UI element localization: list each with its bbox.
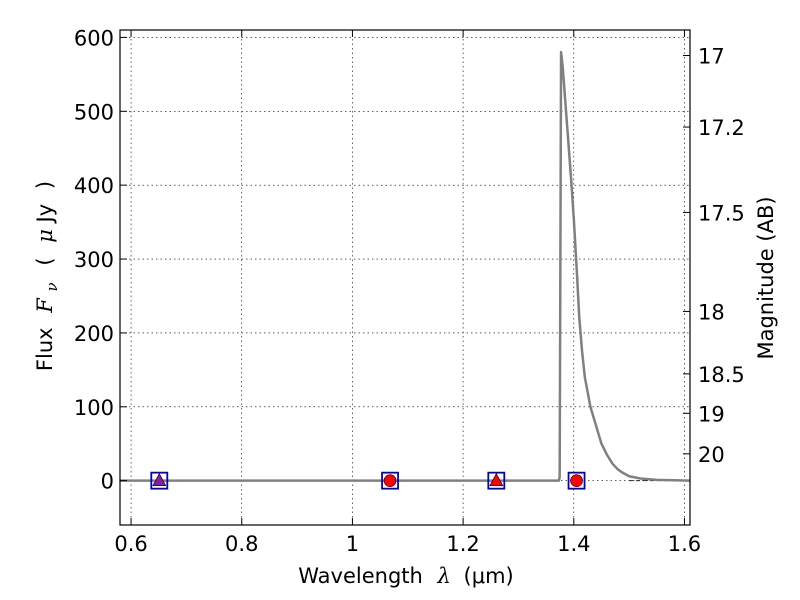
plot-border <box>119 29 691 526</box>
y-axis-label-open: ( <box>33 257 57 265</box>
tick-marks <box>120 30 690 525</box>
y-tick-label: 200 <box>74 322 114 346</box>
y-axis-label-close: ) <box>33 181 57 189</box>
y-tick-label: 100 <box>74 396 114 420</box>
photometry-point-triangle <box>489 473 504 486</box>
y-tick-label: 300 <box>74 248 114 272</box>
x-tick-label: 1.4 <box>557 532 590 556</box>
photometry-point-box <box>487 471 506 490</box>
y-tick-label: 400 <box>74 174 114 198</box>
x-axis-label: Wavelength λ (μm) <box>298 564 513 588</box>
magnitude-tick-label: 19 <box>698 402 725 426</box>
flux-series <box>120 50 691 482</box>
y-tick-label: 500 <box>74 100 114 124</box>
photometry-point <box>150 471 169 490</box>
y-axis-label: Flux F ν ( μ Jy ) <box>33 181 62 371</box>
photometry-point-circle <box>383 474 397 487</box>
tick-labels: 0.6 0.8 1 1.2 1.4 1.6 0 100 200 300 400 500 600 17 17.… <box>74 26 745 556</box>
y-axis-label-symbol: F <box>33 297 57 314</box>
y-tick-label: 600 <box>74 26 114 50</box>
x-tick-label: 0.8 <box>225 532 258 556</box>
x-axis-label-unit: (μm) <box>464 564 514 588</box>
x-tick-label: 1.6 <box>668 532 701 556</box>
plot-frame <box>119 29 691 526</box>
y-axis-label-mu: μ <box>33 229 57 243</box>
x-axis-label-text: Wavelength <box>298 564 423 588</box>
photometry-points <box>150 471 586 490</box>
photometry-point-box <box>567 471 586 490</box>
magnitude-tick-label: 20 <box>698 443 725 467</box>
y-tick-label: 0 <box>101 470 114 494</box>
y-axis-label-subscript: ν <box>43 282 61 291</box>
flux-series-line <box>120 50 691 482</box>
y-axis-label-flux: Flux <box>33 327 57 371</box>
y-axis-label-unit: Jy <box>33 204 57 225</box>
x-tick-label: 0.6 <box>114 532 147 556</box>
photometry-point-circle <box>570 474 583 487</box>
photometry-point-triangle <box>152 473 167 486</box>
photometry-point-box <box>381 471 399 490</box>
x-axis-label-symbol: λ <box>437 564 451 588</box>
magnitude-tick-label: 18.5 <box>698 363 745 387</box>
y2-axis-label: Magnitude (AB) <box>754 196 778 359</box>
photometry-point <box>487 471 506 490</box>
x-tick-label: 1 <box>346 532 359 556</box>
photometry-point <box>567 471 586 490</box>
photometry-point-box <box>150 471 169 490</box>
magnitude-tick-label: 17 <box>698 45 725 69</box>
magnitude-tick-label: 18 <box>698 300 725 324</box>
magnitude-tick-label: 17.2 <box>698 116 745 140</box>
magnitude-tick-label: 17.5 <box>698 201 745 225</box>
x-tick-label: 1.2 <box>446 532 479 556</box>
photometry-point <box>381 471 399 490</box>
